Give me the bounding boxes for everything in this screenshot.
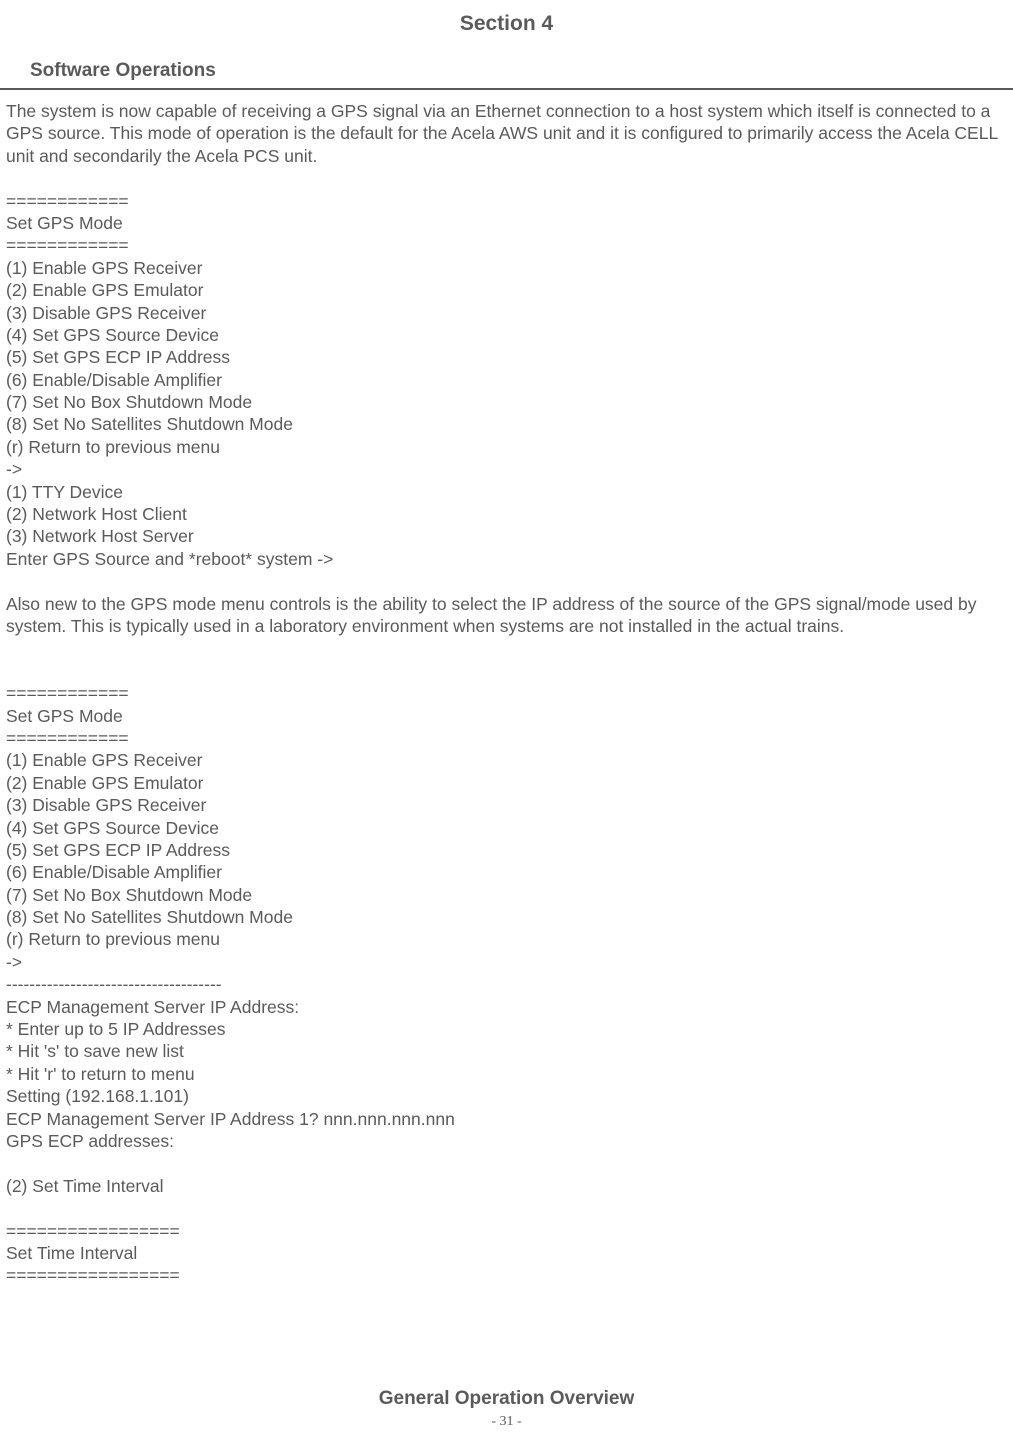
footer-title: General Operation Overview [0,1388,1013,1410]
menu-block-4: ================= Set Time Interval ====… [6,1220,1007,1287]
intro-paragraph: The system is now capable of receiving a… [6,100,1007,167]
menu-block-3: (2) Set Time Interval [6,1175,1007,1197]
menu-block-2: ============ Set GPS Mode ============ (… [6,682,1007,1152]
mid-paragraph: Also new to the GPS mode menu controls i… [6,593,1007,638]
subsection-title: Software Operations [0,60,1013,88]
page-number: - 31 - [0,1414,1013,1430]
menu-block-1: ============ Set GPS Mode ============ (… [6,190,1007,571]
page-content: The system is now capable of receiving a… [0,90,1013,1287]
section-title: Section 4 [0,0,1013,60]
